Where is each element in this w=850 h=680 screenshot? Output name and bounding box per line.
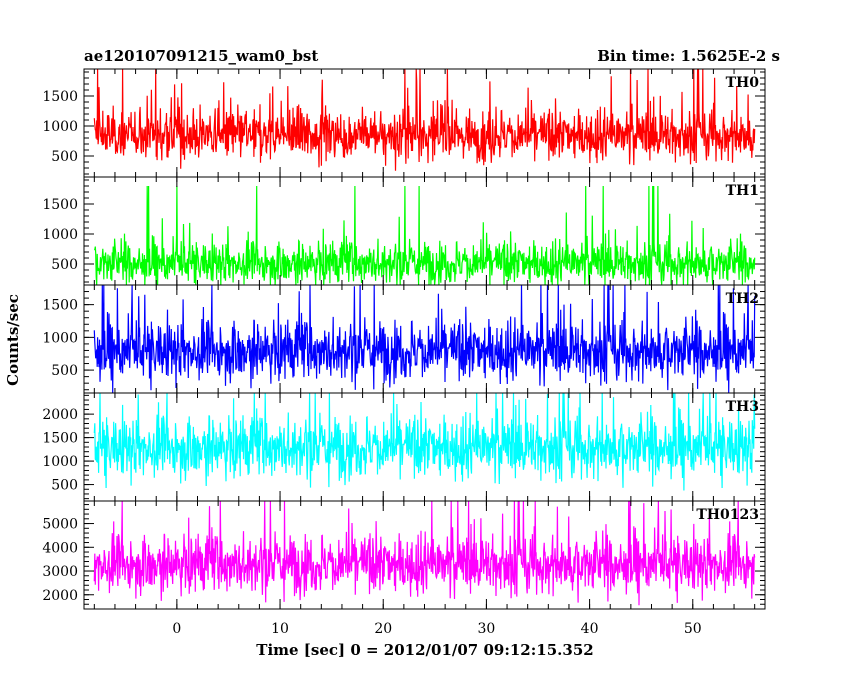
y-tick-label: 500 xyxy=(51,257,78,273)
y-tick-label: 1000 xyxy=(42,119,78,135)
y-tick-label: 1500 xyxy=(42,298,78,314)
series-line-th0 xyxy=(93,68,756,171)
series-line-th1 xyxy=(93,185,756,286)
bin-time-label: Bin time: 1.5625E-2 s xyxy=(597,47,780,65)
y-tick-label: 500 xyxy=(51,149,78,165)
y-tick-label: 1000 xyxy=(42,330,78,346)
panel-th0: 500 1000 1500 TH0 xyxy=(42,68,766,178)
panel-th0123: 2000 3000 4000 5000 TH0123 xyxy=(42,500,766,610)
x-tick-label: 10 xyxy=(271,621,289,637)
y-axis-title: Counts/sec xyxy=(4,294,22,386)
panel-th3: 500 1000 1500 2000 TH3 xyxy=(42,392,766,502)
x-tick-label: 20 xyxy=(374,621,392,637)
x-tick-label: 0 xyxy=(172,621,181,637)
y-tick-label: 5000 xyxy=(42,517,78,533)
y-tick-label: 1500 xyxy=(42,89,78,105)
x-tick-label: 30 xyxy=(477,621,495,637)
y-tick-label: 1500 xyxy=(42,431,78,447)
panel-label-th2: TH2 xyxy=(726,291,759,307)
y-tick-label: 1500 xyxy=(42,197,78,213)
x-tick-label: 50 xyxy=(684,621,702,637)
y-tick-label: 1000 xyxy=(42,454,78,470)
panel-th2: 500 1000 1500 TH2 xyxy=(42,284,766,394)
chart-title: ae120107091215_wam0_bst xyxy=(84,47,318,65)
y-tick-label: 2000 xyxy=(42,588,78,604)
series-line-th2 xyxy=(93,284,756,393)
series-line-th0123 xyxy=(93,500,756,606)
y-tick-label: 500 xyxy=(51,478,78,494)
panel-frame xyxy=(83,284,766,394)
panel-label-th0: TH0 xyxy=(726,75,760,91)
y-tick-label: 2000 xyxy=(42,407,78,423)
panel-label-th1: TH1 xyxy=(726,183,759,199)
x-axis-title: Time [sec] 0 = 2012/01/07 09:12:15.352 xyxy=(256,641,593,659)
y-tick-label: 1000 xyxy=(42,227,78,243)
y-tick-label: 500 xyxy=(51,363,78,379)
y-tick-label: 3000 xyxy=(42,564,78,580)
x-tick-label: 40 xyxy=(581,621,599,637)
panel-label-th3: TH3 xyxy=(726,399,759,415)
panel-label-th0123: TH0123 xyxy=(696,507,759,523)
y-tick-label: 4000 xyxy=(42,540,78,556)
series-line-th3 xyxy=(93,392,756,491)
panel-th1: 500 1000 1500 TH1 xyxy=(42,176,766,286)
